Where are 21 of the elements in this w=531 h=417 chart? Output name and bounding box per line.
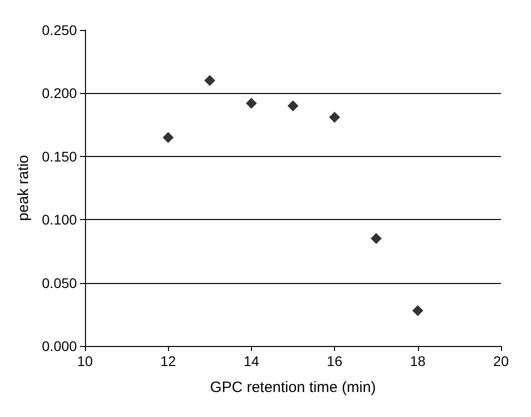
y-axis-title: peak ratio — [15, 155, 32, 221]
x-axis-title: GPC retention time (min) — [210, 379, 376, 396]
y-tick-label: 0.000 — [42, 338, 78, 354]
point — [162, 132, 174, 143]
point — [370, 233, 382, 244]
point — [287, 100, 298, 112]
point — [412, 305, 424, 316]
point — [246, 98, 257, 109]
x-tick-label: 10 — [77, 353, 93, 369]
point — [204, 75, 216, 86]
x-tick-label: 14 — [244, 353, 260, 369]
point — [329, 112, 340, 123]
x-tick-label: 16 — [326, 353, 343, 369]
y-tick-label: 0.250 — [42, 22, 78, 38]
y-tick-label: 0.150 — [42, 148, 78, 164]
x-tick-label: 20 — [493, 353, 509, 369]
x-tick-label: 18 — [410, 353, 426, 369]
y-tick-label: 0.100 — [42, 212, 78, 228]
y-tick-label: 0.050 — [42, 274, 78, 291]
x-tick-label: 12 — [160, 353, 176, 369]
y-tick-label: 0.200 — [42, 85, 78, 102]
